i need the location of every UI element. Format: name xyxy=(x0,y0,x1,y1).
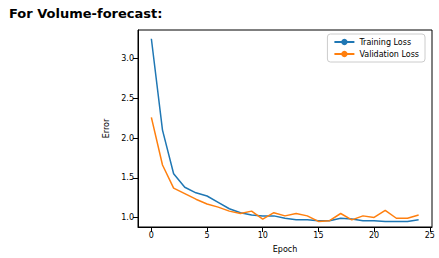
svg-text:20: 20 xyxy=(369,231,379,240)
svg-text:Validation Loss: Validation Loss xyxy=(359,50,419,59)
svg-text:For Volume-forecast:: For Volume-forecast: xyxy=(9,6,162,21)
svg-text:25: 25 xyxy=(425,231,435,240)
svg-text:5: 5 xyxy=(204,231,209,240)
svg-text:15: 15 xyxy=(313,231,323,240)
svg-text:10: 10 xyxy=(258,231,268,240)
svg-text:Error: Error xyxy=(102,118,111,138)
svg-text:2.0: 2.0 xyxy=(121,134,134,143)
svg-text:1.5: 1.5 xyxy=(121,173,134,182)
svg-text:Training Loss: Training Loss xyxy=(358,38,411,47)
svg-text:Epoch: Epoch xyxy=(273,245,298,254)
svg-text:0: 0 xyxy=(149,231,154,240)
svg-text:3.0: 3.0 xyxy=(121,54,134,63)
svg-text:1.0: 1.0 xyxy=(121,213,134,222)
svg-text:2.5: 2.5 xyxy=(121,94,134,103)
